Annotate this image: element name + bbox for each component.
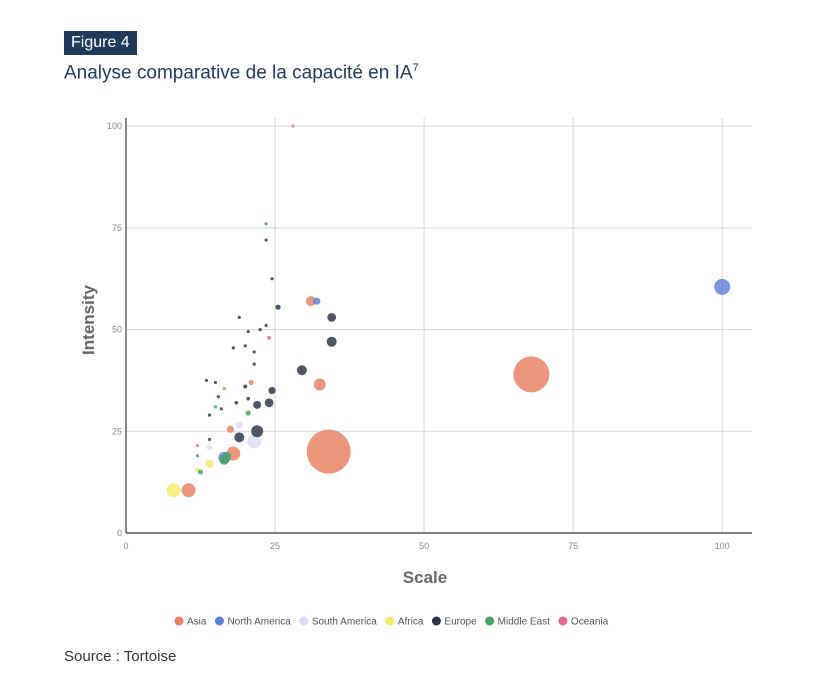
legend-marker [214,616,224,626]
data-point [234,432,245,443]
y-tick-label: 100 [107,121,122,131]
x-tick-label: 25 [270,541,280,551]
data-point [291,124,295,128]
legend-label: North America [227,617,291,628]
data-point [251,425,264,438]
data-point [268,386,276,395]
scatter-chart: 0 25 50 75 100 0 25 50 75 100 Scale Intensity Asia N… [79,118,752,628]
legend-label: Africa [398,617,424,628]
data-point [248,379,254,386]
data-point [267,335,272,340]
data-point [252,350,256,354]
data-point [205,459,214,468]
legend-label: Oceania [571,617,609,628]
data-point [223,452,231,460]
data-point [513,356,550,393]
data-point [206,444,213,451]
x-tick-label: 100 [715,541,730,551]
data-point [243,344,247,348]
data-point [270,277,274,281]
data-point [219,407,223,411]
y-axis-title: Intensity [79,285,98,355]
data-point [306,429,351,474]
data-point [305,296,316,307]
data-point [246,396,251,401]
y-tick-label: 25 [112,426,122,436]
data-point [207,413,212,417]
data-points [166,124,731,498]
x-tick-label: 75 [568,541,578,551]
data-point [237,315,241,319]
legend-label: Asia [187,617,207,628]
source-note: Source : Tortoise [64,648,177,665]
data-point [247,434,262,449]
data-point [245,410,251,416]
data-point [264,323,268,328]
legend: Asia North America South America Africa Euro… [174,616,609,628]
data-point [714,278,731,295]
data-point [246,330,250,334]
data-point [195,443,200,448]
data-point [313,297,321,305]
legend-marker [299,616,309,626]
legend-label: Middle East [498,617,550,628]
y-tick-label: 50 [112,325,122,335]
data-point [181,483,196,498]
data-point [235,421,243,429]
data-point [296,365,307,376]
data-point [313,378,326,391]
chart-title: Analyse comparative de la capacité en IA… [64,62,419,84]
legend-marker [174,616,184,626]
data-point [216,395,221,399]
data-point [264,222,268,226]
x-axis-title: Scale [403,568,447,587]
data-point [195,454,200,458]
y-tick-label: 0 [117,528,122,538]
data-point [252,362,256,366]
data-point [166,483,181,498]
data-point [197,469,204,475]
figure-label: Figure 4 [64,31,137,55]
data-point [275,304,281,310]
legend-marker [558,616,568,626]
data-point [231,346,235,350]
x-tick-label: 50 [419,541,429,551]
data-point [204,378,209,383]
legend-marker [385,616,395,626]
data-point [243,384,248,389]
legend-marker [431,616,441,626]
title-footnote: 7 [412,62,419,74]
data-point [327,312,337,322]
legend-label: Europe [444,617,477,628]
axes: 0 25 50 75 100 0 25 50 75 100 Scale Intensity [79,118,752,587]
data-point [326,336,337,347]
data-point [253,400,262,409]
data-point [226,425,234,433]
data-point [207,437,212,442]
data-point [234,401,239,405]
data-point [264,398,274,408]
data-point [213,405,218,409]
data-point [258,327,262,332]
chart-title-text: Analyse comparative de la capacité en IA [64,62,413,84]
legend-label: South America [312,617,377,628]
data-point [264,238,268,242]
data-point [222,386,226,391]
grid-lines [126,118,752,533]
y-tick-label: 75 [112,223,122,233]
data-point [213,380,218,385]
x-tick-label: 0 [123,541,128,551]
legend-marker [485,616,495,626]
